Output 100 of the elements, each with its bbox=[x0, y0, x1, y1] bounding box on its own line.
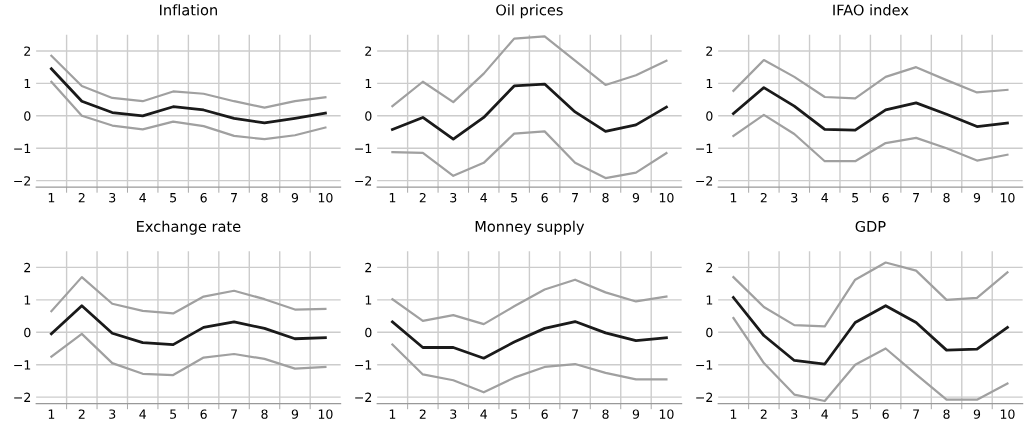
x-tick-label: 1 bbox=[48, 409, 55, 419]
y-tick-label: −1 bbox=[696, 360, 713, 370]
line-series bbox=[49, 67, 327, 125]
x-tick-label: 10 bbox=[1000, 409, 1015, 419]
x-tick-label: 1 bbox=[389, 193, 396, 203]
line-series bbox=[391, 35, 668, 108]
x-tick-label: 6 bbox=[882, 192, 889, 203]
y-tick-label: −2 bbox=[355, 392, 372, 402]
x-tick-label: 3 bbox=[791, 409, 798, 419]
y-tick-label: 1 bbox=[24, 295, 31, 305]
chart-title: IFAO index bbox=[833, 4, 909, 16]
y-tick-label: 2 bbox=[365, 262, 372, 273]
x-tick-label: 6 bbox=[541, 192, 548, 203]
y-tick-label: −1 bbox=[355, 360, 372, 370]
x-tick-label: 5 bbox=[511, 409, 518, 419]
y-tick-label: 0 bbox=[365, 327, 372, 338]
chart-title: Monney supply bbox=[475, 220, 585, 235]
y-tick-label: −1 bbox=[355, 143, 372, 153]
y-tick-label: 0 bbox=[24, 111, 31, 121]
x-tick-label: 5 bbox=[511, 193, 518, 203]
x-tick-label: 1 bbox=[389, 409, 396, 419]
y-tick-label: −2 bbox=[696, 392, 713, 402]
x-tick-label: 9 bbox=[973, 409, 981, 419]
line-series bbox=[732, 58, 1009, 100]
line-series bbox=[391, 130, 668, 180]
x-tick-label: 9 bbox=[632, 409, 640, 419]
chart-title: Oil prices bbox=[496, 4, 563, 19]
x-tick-label: 7 bbox=[913, 193, 920, 203]
x-tick-label: 6 bbox=[541, 409, 548, 419]
x-tick-label: 3 bbox=[109, 409, 116, 419]
x-tick-label: 10 bbox=[1000, 192, 1015, 203]
x-tick-label: 3 bbox=[109, 192, 116, 203]
x-tick-label: 7 bbox=[231, 193, 237, 203]
x-tick-label: 5 bbox=[852, 409, 859, 419]
line-series bbox=[732, 86, 1009, 132]
x-tick-label: 8 bbox=[261, 409, 268, 419]
y-tick-label: 1 bbox=[365, 295, 372, 305]
line-series bbox=[50, 54, 327, 109]
line-series bbox=[391, 320, 668, 360]
x-tick-label: 4 bbox=[480, 193, 488, 203]
y-tick-label: 2 bbox=[706, 46, 713, 56]
y-tick-label: 0 bbox=[706, 327, 713, 338]
x-tick-label: 10 bbox=[318, 192, 333, 203]
x-tick-label: 7 bbox=[231, 409, 237, 419]
x-tick-label: 2 bbox=[419, 409, 426, 419]
x-tick-label: 9 bbox=[291, 409, 299, 419]
x-tick-label: 5 bbox=[170, 409, 177, 419]
x-tick-label: 9 bbox=[291, 192, 299, 203]
chart-title: Inflation bbox=[160, 4, 217, 16]
x-tick-label: 8 bbox=[943, 192, 950, 203]
y-tick-label: −2 bbox=[14, 176, 31, 186]
y-tick-label: 1 bbox=[365, 79, 372, 89]
y-tick-label: 1 bbox=[706, 295, 713, 305]
x-tick-label: 8 bbox=[261, 192, 268, 203]
x-tick-label: 8 bbox=[602, 409, 609, 419]
line-series bbox=[391, 343, 668, 394]
x-tick-label: 9 bbox=[632, 192, 640, 203]
x-tick-label: 10 bbox=[318, 409, 333, 419]
x-tick-label: 4 bbox=[139, 409, 146, 419]
line-series bbox=[49, 304, 327, 346]
y-tick-label: 0 bbox=[24, 327, 31, 338]
x-tick-label: 6 bbox=[200, 192, 207, 203]
x-tick-label: 4 bbox=[821, 409, 829, 419]
line-series bbox=[391, 278, 668, 326]
x-tick-label: 10 bbox=[659, 192, 674, 203]
x-tick-label: 2 bbox=[760, 192, 767, 203]
x-tick-label: 6 bbox=[882, 409, 889, 419]
y-tick-label: 2 bbox=[24, 262, 31, 273]
line-series bbox=[732, 113, 1009, 163]
x-tick-label: 5 bbox=[170, 193, 177, 203]
x-tick-label: 8 bbox=[602, 192, 609, 203]
y-tick-label: −1 bbox=[696, 143, 713, 153]
x-tick-label: 1 bbox=[730, 193, 737, 203]
x-tick-label: 1 bbox=[730, 409, 737, 419]
y-tick-label: −1 bbox=[14, 143, 31, 153]
x-tick-label: 4 bbox=[480, 409, 488, 419]
y-tick-label: −2 bbox=[14, 392, 31, 402]
x-tick-label: 2 bbox=[78, 409, 85, 419]
y-tick-label: −1 bbox=[14, 360, 31, 370]
y-tick-label: 2 bbox=[365, 46, 372, 56]
chart-title: GDP bbox=[855, 220, 886, 232]
y-tick-label: 1 bbox=[24, 79, 31, 89]
line-series bbox=[732, 296, 1009, 366]
line-series bbox=[50, 332, 327, 377]
x-tick-label: 3 bbox=[450, 409, 457, 419]
y-tick-label: −2 bbox=[355, 176, 372, 186]
line-series bbox=[732, 261, 1009, 328]
y-tick-label: 2 bbox=[24, 46, 31, 56]
x-tick-label: 2 bbox=[419, 192, 426, 203]
x-tick-label: 4 bbox=[821, 193, 829, 203]
y-tick-label: −2 bbox=[696, 176, 713, 186]
x-tick-label: 7 bbox=[913, 409, 920, 419]
x-tick-label: 9 bbox=[973, 192, 981, 203]
x-tick-label: 3 bbox=[450, 192, 457, 203]
line-series bbox=[391, 82, 668, 141]
x-tick-label: 2 bbox=[760, 409, 767, 419]
x-tick-label: 4 bbox=[139, 193, 146, 203]
x-tick-label: 10 bbox=[659, 409, 674, 419]
x-tick-label: 6 bbox=[200, 409, 207, 419]
x-tick-label: 1 bbox=[48, 193, 55, 203]
